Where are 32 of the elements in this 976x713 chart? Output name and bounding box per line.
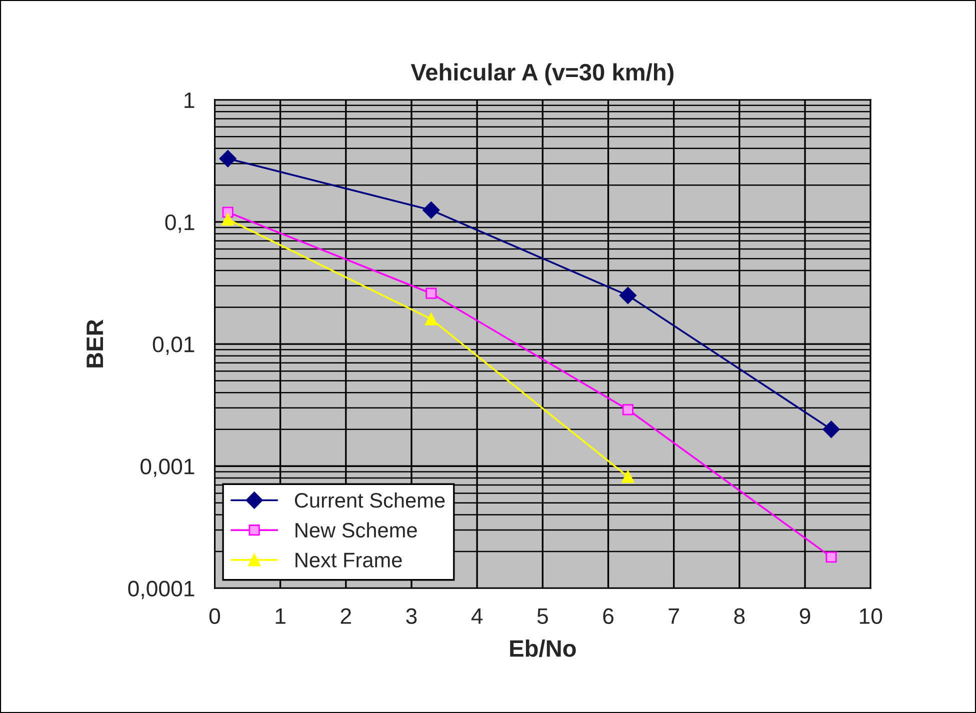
y-tick-label: 0,001	[140, 458, 194, 478]
x-tick-label: 6	[603, 608, 614, 624]
chart-title: Vehicular A (v=30 km/h)	[410, 63, 674, 86]
point	[424, 312, 438, 326]
x-tick-label: 5	[537, 608, 548, 624]
x-tick-label: 3	[406, 608, 417, 624]
point	[826, 552, 837, 563]
legend-label: Next Frame	[296, 552, 402, 568]
x-tick-label: 9	[800, 608, 810, 624]
point	[622, 404, 634, 416]
y-axis-title: BER	[86, 320, 103, 368]
y-tick-label: 0,01	[152, 336, 194, 355]
point	[622, 470, 634, 483]
x-axis-title: Eb/No	[510, 639, 576, 658]
point	[619, 286, 636, 304]
x-tick-label: 1	[276, 608, 286, 624]
x-tick-label: 4	[471, 608, 483, 624]
point	[222, 213, 234, 226]
x-tick-label: 10	[860, 608, 882, 624]
point	[219, 150, 236, 168]
y-tick-label: 0,0001	[128, 580, 194, 600]
x-tick-label: 0	[209, 608, 220, 624]
y-tick-label: 1	[184, 92, 194, 108]
x-tick-label: 2	[340, 608, 351, 624]
legend-label: Current Scheme	[294, 492, 445, 508]
point	[422, 202, 440, 219]
legend-label: New Scheme	[296, 522, 417, 538]
point	[426, 288, 437, 299]
y-tick-label: 0,1	[165, 214, 194, 233]
x-tick-label: 7	[668, 608, 679, 624]
x-tick-label: 8	[734, 608, 745, 624]
point	[822, 420, 840, 438]
